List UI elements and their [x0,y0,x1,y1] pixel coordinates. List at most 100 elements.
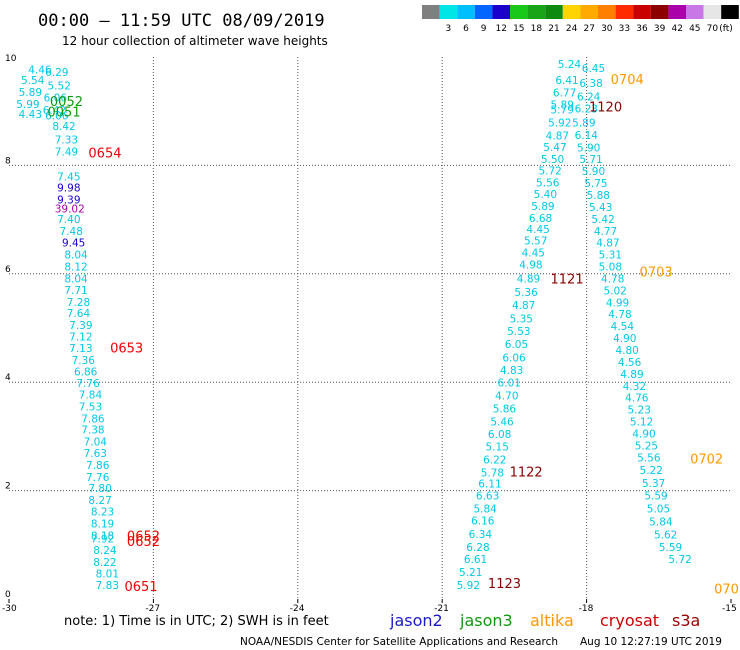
wave-height-value: 5.43 [589,202,612,214]
legend-label: 24 [566,24,578,34]
wave-height-value: 5.40 [534,189,557,201]
wave-height-value: 4.83 [500,365,523,377]
wave-height-value: 6.42 [43,105,66,117]
wave-height-value: 4.32 [623,381,646,393]
pass-time-label: 1122 [510,466,543,481]
pass-time-label: 1120 [589,101,622,116]
y-tick-label: 8 [5,156,11,166]
wave-height-value: 6.34 [469,529,493,541]
wave-height-value: 6.61 [464,554,487,566]
wave-height-value: 8.04 [64,273,88,285]
y-tick-label: 4 [5,373,11,383]
wave-height-value: 5.89 [19,87,42,99]
legend-label: 30 [601,24,613,34]
wave-height-value: 6.06 [45,110,69,122]
wave-height-value: 4.87 [596,238,619,250]
wave-height-value: 7.84 [79,389,103,401]
wave-height-value: 8.24 [93,545,117,557]
pass-time-label: 0652 [127,529,160,544]
legend-label: 42 [671,24,682,34]
legend-swatch [562,5,581,19]
legend-label: 15 [513,24,524,34]
wave-height-value: 4.87 [546,130,569,142]
axis-ticks: -30 -27 -24 -21 -18 -15 0 2 4 6 8 10 [2,54,737,614]
wave-height-value: 5.72 [668,554,691,566]
wave-height-value: 6.11 [478,478,501,490]
wave-height-value: 8.12 [64,262,87,274]
pass-time-label: 0653 [110,341,143,356]
wave-height-value: 5.24 [558,59,582,71]
wave-height-value: 5.78 [481,468,504,480]
x-tick-label: -24 [290,604,305,614]
wave-height-value: 6.28 [466,542,489,554]
wave-height-value: 7.80 [88,483,111,495]
wave-height-value: 7.45 [57,172,80,184]
wave-height-value: 5.02 [603,285,626,297]
wave-height-value: 5.62 [654,529,677,541]
timestamp-text: Aug 10 12:27:19 UTC 2019 [580,636,722,648]
legend-swatch [510,5,528,19]
pass-time-label: 1121 [551,273,584,288]
wave-height-value: 6.86 [74,367,98,379]
x-tick-label: -30 [2,604,17,614]
wave-height-value: 6.38 [579,78,602,90]
wave-height-value: 7.39 [69,320,92,332]
legend-swatch [598,5,616,19]
wave-height-value: 7.49 [55,147,78,159]
wave-height-value: 9.39 [57,194,80,206]
wave-height-value: 4.45 [526,224,549,236]
wave-height-value: 5.86 [493,404,517,416]
wave-height-value: 8.19 [91,518,114,530]
wave-height-value: 6.45 [582,63,605,75]
wave-height-value: 7.86 [81,413,105,425]
wave-height-value: 6.22 [483,455,506,467]
wave-height-value: 4.90 [632,428,655,440]
wave-height-value: 7.12 [69,331,92,343]
wave-height-value: 5.75 [584,178,607,190]
legend-swatch [457,5,475,19]
wave-height-value: 5.88 [587,190,610,202]
legend-label: 18 [531,24,543,34]
pass-time-label: 0052 [50,95,83,110]
wave-height-value: 7.76 [86,472,110,484]
wave-height-value: 5.59 [659,542,682,554]
wave-height-value: 4.45 [522,247,545,259]
wave-height-value: 7.64 [67,308,91,320]
legend-label: 12 [495,24,506,34]
wave-height-value: 5.90 [577,142,600,154]
wave-height-value: 5.22 [640,465,663,477]
wave-height-value: 5.15 [486,441,509,453]
y-tick-label: 2 [5,482,11,492]
legend-label: 45 [689,24,700,34]
legend-label: 33 [619,24,630,34]
legend-label: (ft) [719,24,733,34]
legend-swatch [474,5,493,19]
pass-time-label: 0702 [690,453,723,468]
wave-height-value: 5.53 [507,326,530,338]
satellite-legend: jason2 jason3 altika cryosat s3a [389,611,700,630]
wave-height-value: 4.78 [608,309,631,321]
wave-height-value: 5.56 [637,452,661,464]
legend-swatch [686,5,704,19]
wave-height-value: 6.77 [553,88,576,100]
wave-height-value: 7.48 [60,226,83,238]
wave-height-value: 7.86 [86,460,110,472]
wave-height-value: 6.29 [45,67,68,79]
wave-height-value: 7.92 [91,534,114,546]
wave-height-value: 4.76 [625,393,649,405]
wave-height-value: 4.90 [613,333,636,345]
wave-height-value: 5.59 [644,490,667,502]
wave-height-value: 5.90 [582,166,605,178]
wave-height-value: 6.16 [471,516,495,528]
wave-height-value: 5.08 [599,262,622,274]
wave-height-value: 7.40 [57,214,80,226]
wave-height-value: 4.87 [512,300,535,312]
pass-time-label: 0704 [611,73,644,88]
wave-height-value: 5.92 [548,117,571,129]
legend-swatch [615,5,634,19]
legend-swatch [580,5,598,19]
wave-height-value: 8.01 [96,568,119,580]
legend-swatch [703,5,722,19]
y-tick-label: 6 [5,265,11,275]
